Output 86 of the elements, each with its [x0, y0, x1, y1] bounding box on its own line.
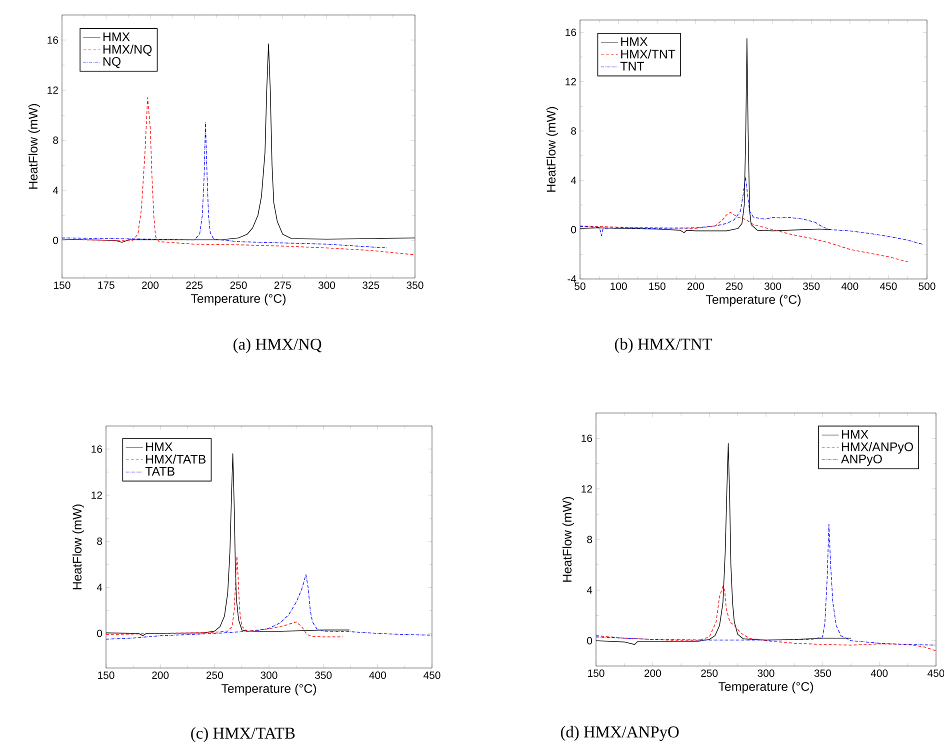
y-tick-label: 16 [582, 434, 592, 442]
legend-label: TNT [620, 62, 644, 70]
x-tick-label: 450 [424, 672, 440, 679]
x-axis-title: Temperature (°C) [718, 682, 814, 694]
y-tick-label: 16 [566, 28, 576, 36]
text: (c) HMX/TATB [191, 727, 295, 742]
text: (d) HMX/ANPyO [560, 726, 679, 741]
line-series [106, 574, 432, 640]
x-tick-label: 350 [406, 282, 424, 289]
x-tick-label: 150 [588, 670, 604, 677]
y-tick-label: 8 [571, 127, 576, 135]
y-tick-label: 4 [586, 586, 592, 594]
legend-label: HMX/NQ [103, 44, 152, 56]
y-tick-label: 4 [52, 186, 58, 194]
x-tick-label: 150 [649, 282, 666, 290]
legend-label: TATB [145, 467, 174, 476]
x-tick-label: 400 [841, 282, 858, 290]
y-axis-title: HeatFlow (mW) [72, 504, 84, 590]
x-tick-label: 350 [803, 282, 820, 290]
line-series [596, 586, 936, 652]
y-tick-label: -4 [568, 275, 576, 283]
x-tick-label: 450 [880, 282, 897, 290]
x-tick-label: 325 [362, 282, 380, 289]
y-axis-title: HeatFlow (mW) [546, 107, 558, 192]
x-tick-label: 500 [918, 282, 936, 290]
x-tick-label: 225 [186, 282, 203, 289]
x-tick-label: 250 [206, 672, 223, 679]
line-series [580, 176, 924, 245]
y-tick-label: 8 [53, 136, 58, 144]
y-tick-label: 12 [566, 78, 576, 86]
x-tick-label: 400 [369, 672, 386, 679]
line-series [62, 97, 416, 256]
y-tick-label: 12 [582, 485, 592, 493]
line-series [62, 122, 388, 248]
x-axis-title: Temperature (°C) [190, 294, 286, 306]
x-tick-label: 50 [574, 282, 586, 290]
legend-label: HMX/ANPyO [842, 442, 914, 454]
x-tick-label: 150 [54, 282, 70, 289]
y-tick-label: 0 [53, 236, 58, 244]
y-axis-title: HeatFlow (mW) [562, 497, 574, 582]
y-tick-label: 8 [587, 536, 592, 544]
x-tick-label: 300 [318, 282, 336, 289]
legend-label: HMX [842, 430, 868, 439]
legend-label: HMX [103, 32, 130, 42]
y-tick-label: 0 [571, 226, 576, 234]
x-tick-label: 200 [644, 670, 661, 677]
x-tick-label: 175 [98, 282, 114, 289]
x-tick-label: 200 [142, 282, 159, 289]
legend-label: ANPyO [841, 454, 882, 466]
y-tick-label: 12 [48, 86, 58, 94]
y-tick-label: 16 [92, 445, 102, 453]
x-tick-label: 100 [610, 282, 627, 290]
legend-label: HMX [146, 442, 172, 452]
x-tick-label: 250 [726, 282, 743, 290]
legend-label: HMX/TNT [621, 49, 676, 59]
x-tick-label: 250 [230, 282, 247, 289]
y-tick-label: 0 [97, 630, 102, 638]
x-tick-label: 400 [870, 670, 888, 677]
x-tick-label: 250 [701, 670, 718, 677]
x-tick-label: 450 [928, 670, 944, 677]
x-tick-label: 275 [274, 282, 291, 289]
x-tick-label: 350 [814, 670, 831, 677]
legend-label: HMX/TATB [146, 454, 206, 464]
text: (b) HMX/TNT [614, 338, 712, 353]
y-tick-label: 12 [92, 491, 102, 499]
x-tick-label: 350 [315, 672, 332, 679]
y-tick-label: 4 [570, 176, 576, 184]
x-axis-title: Temperature (°C) [221, 684, 316, 696]
x-tick-label: 150 [98, 672, 114, 679]
line-series [596, 524, 936, 646]
legend-label: NQ [103, 57, 121, 68]
x-tick-label: 200 [152, 672, 169, 679]
line-series [580, 212, 908, 262]
x-tick-label: 300 [764, 282, 782, 290]
line-series [106, 556, 344, 638]
x-tick-label: 300 [758, 670, 774, 677]
x-tick-label: 300 [260, 672, 278, 679]
y-tick-label: 0 [587, 637, 592, 644]
x-tick-label: 200 [687, 282, 704, 290]
y-tick-label: 8 [97, 538, 102, 545]
legend-label: HMX [621, 37, 648, 46]
y-axis-title: HeatFlow (mW) [28, 104, 40, 189]
text: (a) HMX/NQ [234, 338, 322, 354]
x-axis-title: Temperature (°C) [706, 294, 801, 306]
y-tick-label: 4 [96, 584, 102, 591]
y-tick-label: 16 [48, 36, 58, 44]
